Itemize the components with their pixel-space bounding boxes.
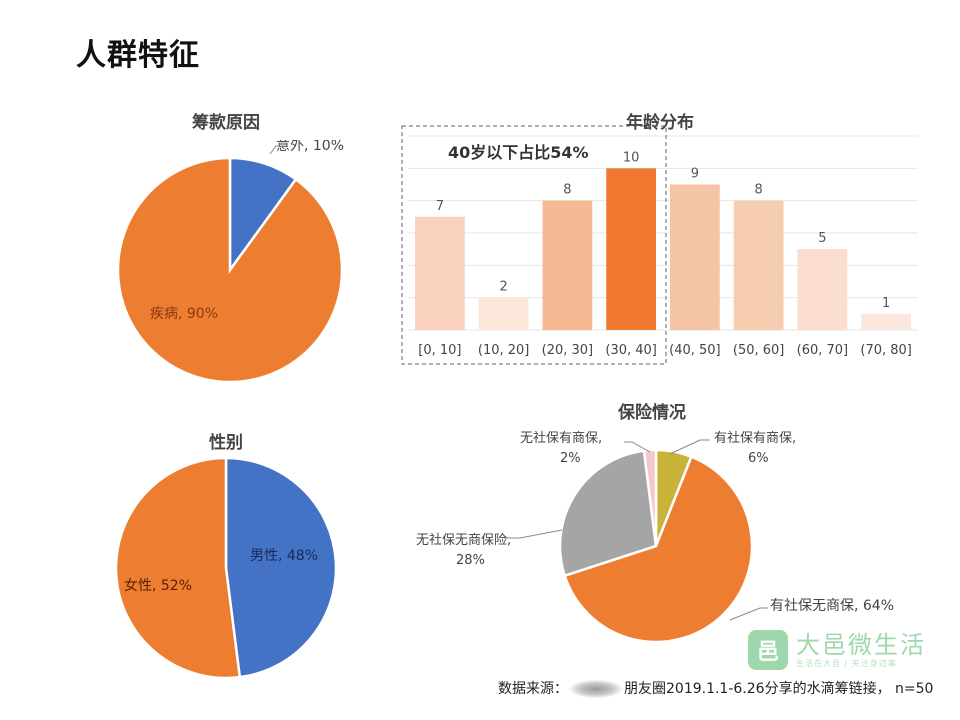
bar-value-label-0: 7: [436, 199, 444, 214]
highlight-box: [401, 125, 667, 365]
blurred-name-mark: [570, 680, 622, 698]
bar-chart-age-distribution: 7 [0, 10] 2 (10, 20] 8 (20, 30] 10 (30, 40] 9 (40…: [401, 125, 918, 365]
leader-line-3: [624, 441, 651, 453]
pie-slice-0: [224, 456, 338, 679]
bar-value-label-4: 9: [691, 167, 699, 182]
chart-title-gender: 性别: [209, 433, 243, 453]
pie-slice-1: [114, 456, 242, 680]
bar-value-label-2: 8: [563, 183, 571, 198]
data-label-0: 意外, 10%: [276, 140, 344, 154]
pie-slice-2: [558, 449, 658, 578]
watermark-icon: 邑: [748, 630, 788, 670]
x-tick-label-0: [0, 10]: [418, 343, 461, 358]
bar-value-label-3: 10: [623, 150, 640, 165]
data-label-2-value: 28%: [456, 553, 485, 568]
leader-line-2: [504, 529, 563, 539]
x-tick-label-4: (40, 50]: [669, 343, 721, 358]
bar-value-label-1: 2: [499, 280, 507, 295]
x-tick-label-7: (70, 80]: [860, 343, 912, 358]
bar-value-label-7: 1: [882, 296, 890, 311]
x-tick-label-5: (50, 60]: [733, 343, 785, 358]
pie-chart-fundraising-reason: 意外, 10% 疾病, 90%: [116, 140, 344, 384]
chart-title-insurance: 保险情况: [618, 403, 686, 423]
data-label-3-value: 2%: [560, 451, 581, 466]
data-label-1: 女性, 52%: [124, 577, 192, 594]
watermark-name: 大邑微生活: [796, 630, 926, 659]
page-title: 人群特征: [76, 38, 200, 73]
pie-chart-insurance: 有社保有商保, 6% 有社保无商保, 64% 无社保无商保险, 28% 无社保有商保, 2%: [416, 430, 894, 644]
bar-7: [861, 313, 911, 330]
chart-title-age-distribution: 年龄分布: [626, 113, 694, 133]
pie-slice-3: [642, 448, 658, 547]
data-source-text: 朋友圈2019.1.1-6.26分享的水滴筹链接， n=50: [624, 681, 934, 697]
data-label-0: 男性, 48%: [250, 548, 318, 564]
annotation-under-40: 40岁以下占比54%: [448, 143, 589, 162]
bar-1: [478, 297, 529, 330]
leader-line-0: [669, 439, 710, 455]
pie-slice-1: [116, 156, 344, 384]
data-label-1: 有社保无商保, 64%: [770, 598, 894, 614]
x-tick-label-3: (30, 40]: [605, 343, 657, 358]
x-tick-label-6: (60, 70]: [797, 343, 849, 358]
data-label-2-name: 无社保无商保险,: [416, 532, 511, 548]
data-source-prefix: 数据来源：: [498, 681, 568, 697]
bar-5: [733, 200, 784, 330]
bar-4: [670, 184, 720, 330]
bar-value-label-5: 8: [754, 183, 762, 198]
data-label-0-value: 6%: [748, 451, 769, 466]
data-label-1: 疾病, 90%: [150, 306, 218, 322]
watermark-slogan: 生活在大邑 / 关注身边事: [796, 658, 897, 668]
pie-slice-1: [563, 455, 754, 644]
bar-3: [606, 168, 656, 330]
bar-0: [415, 216, 465, 330]
chart-title-fundraising-reason: 筹款原因: [192, 113, 260, 133]
leader-line-0: [269, 145, 278, 155]
x-tick-label-1: (10, 20]: [478, 343, 530, 358]
watermark-logo: 邑 大邑微生活 生活在大邑 / 关注身边事: [748, 626, 948, 674]
bar-2: [542, 200, 593, 330]
data-label-0-name: 有社保有商保,: [714, 430, 796, 446]
data-label-3-name: 无社保有商保,: [520, 430, 602, 446]
bar-value-label-6: 5: [818, 231, 826, 246]
data-source-note: 数据来源： 朋友圈2019.1.1-6.26分享的水滴筹链接， n=50: [498, 678, 933, 698]
leader-line-1: [729, 607, 768, 621]
x-tick-label-2: (20, 30]: [542, 343, 594, 358]
bar-6: [797, 249, 848, 330]
pie-chart-gender: 男性, 48% 女性, 52%: [114, 456, 338, 680]
